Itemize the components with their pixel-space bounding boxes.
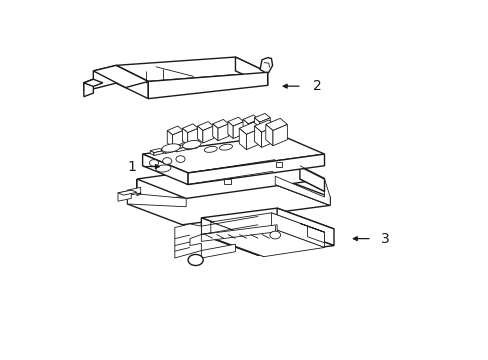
- Polygon shape: [197, 126, 203, 143]
- Circle shape: [269, 231, 280, 239]
- Polygon shape: [243, 115, 259, 124]
- Polygon shape: [167, 126, 183, 135]
- Polygon shape: [265, 125, 272, 146]
- Polygon shape: [239, 122, 260, 134]
- Polygon shape: [84, 79, 93, 97]
- Polygon shape: [93, 66, 116, 89]
- Polygon shape: [172, 131, 183, 148]
- Polygon shape: [137, 159, 324, 198]
- Polygon shape: [201, 244, 235, 258]
- Polygon shape: [299, 167, 324, 192]
- Polygon shape: [201, 225, 333, 255]
- Polygon shape: [197, 122, 213, 131]
- Polygon shape: [275, 176, 329, 205]
- Polygon shape: [182, 124, 198, 133]
- Polygon shape: [182, 128, 187, 145]
- Circle shape: [176, 156, 184, 162]
- Polygon shape: [150, 149, 163, 153]
- Ellipse shape: [182, 140, 201, 149]
- Ellipse shape: [156, 165, 171, 172]
- Polygon shape: [176, 147, 186, 152]
- Polygon shape: [271, 213, 324, 247]
- Polygon shape: [154, 150, 163, 156]
- Polygon shape: [203, 126, 213, 143]
- Polygon shape: [201, 208, 333, 239]
- Polygon shape: [259, 118, 270, 135]
- Polygon shape: [233, 122, 244, 139]
- Polygon shape: [275, 159, 329, 205]
- Polygon shape: [210, 222, 264, 257]
- Polygon shape: [184, 143, 197, 147]
- Polygon shape: [265, 118, 287, 131]
- Polygon shape: [210, 228, 324, 257]
- Polygon shape: [188, 154, 324, 185]
- Polygon shape: [127, 193, 141, 204]
- Polygon shape: [173, 145, 186, 149]
- Polygon shape: [254, 118, 259, 135]
- Polygon shape: [272, 125, 287, 146]
- Polygon shape: [118, 190, 137, 195]
- Text: 3: 3: [381, 231, 389, 246]
- Polygon shape: [118, 190, 131, 201]
- Polygon shape: [212, 124, 218, 141]
- Polygon shape: [142, 154, 188, 185]
- Polygon shape: [150, 150, 154, 156]
- Polygon shape: [277, 208, 333, 246]
- Polygon shape: [161, 147, 175, 151]
- Polygon shape: [218, 124, 228, 141]
- Polygon shape: [210, 213, 324, 242]
- Circle shape: [188, 255, 203, 266]
- Polygon shape: [254, 126, 261, 148]
- Text: 1: 1: [127, 159, 136, 174]
- Polygon shape: [307, 226, 324, 243]
- Polygon shape: [84, 79, 102, 86]
- Polygon shape: [127, 187, 141, 195]
- Polygon shape: [243, 120, 248, 136]
- Polygon shape: [116, 57, 267, 81]
- Polygon shape: [254, 113, 270, 122]
- Polygon shape: [299, 223, 324, 232]
- Polygon shape: [188, 145, 197, 150]
- Polygon shape: [173, 147, 176, 152]
- Text: 2: 2: [312, 79, 321, 93]
- Circle shape: [163, 158, 171, 164]
- Polygon shape: [275, 162, 282, 167]
- Polygon shape: [201, 225, 277, 242]
- Ellipse shape: [219, 144, 232, 150]
- Ellipse shape: [204, 147, 217, 152]
- Polygon shape: [161, 149, 165, 153]
- Polygon shape: [201, 218, 258, 255]
- Polygon shape: [148, 72, 267, 99]
- Polygon shape: [165, 149, 175, 153]
- Polygon shape: [142, 135, 324, 173]
- Polygon shape: [116, 66, 148, 99]
- Polygon shape: [224, 179, 231, 184]
- Polygon shape: [93, 66, 148, 87]
- Polygon shape: [239, 128, 246, 150]
- Polygon shape: [235, 57, 267, 85]
- Polygon shape: [227, 117, 244, 126]
- Polygon shape: [127, 185, 329, 225]
- Polygon shape: [254, 120, 275, 132]
- Polygon shape: [212, 120, 228, 128]
- Polygon shape: [167, 131, 172, 148]
- Polygon shape: [260, 58, 272, 72]
- Polygon shape: [175, 224, 201, 258]
- Circle shape: [149, 159, 158, 166]
- Polygon shape: [84, 84, 93, 91]
- Ellipse shape: [162, 144, 180, 152]
- Polygon shape: [127, 179, 186, 207]
- Polygon shape: [248, 120, 259, 136]
- Polygon shape: [84, 79, 93, 87]
- Polygon shape: [246, 128, 260, 150]
- Polygon shape: [187, 128, 198, 145]
- Polygon shape: [184, 145, 188, 150]
- Polygon shape: [227, 122, 233, 139]
- Polygon shape: [261, 126, 275, 148]
